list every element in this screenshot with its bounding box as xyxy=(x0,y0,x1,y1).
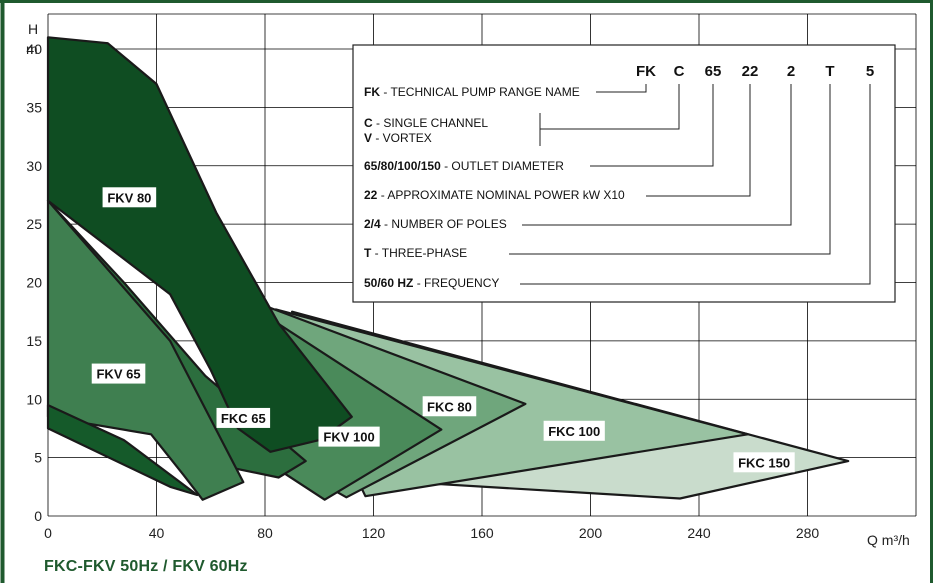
series-area-fkv-50hz-small xyxy=(46,404,199,497)
x-tick-label: 0 xyxy=(44,525,52,541)
code-letter: FK xyxy=(636,63,656,80)
series-label: FKC 150 xyxy=(738,455,790,470)
x-tick-label: 240 xyxy=(687,525,711,541)
code-letter: T xyxy=(825,63,834,80)
y-tick-label: 20 xyxy=(26,275,42,291)
y-axis-label-h: H xyxy=(28,21,38,37)
series-label-bg xyxy=(543,420,605,441)
x-tick-label: 80 xyxy=(257,525,273,541)
legend-connector xyxy=(522,84,792,226)
legend-connector-lines xyxy=(509,84,871,285)
x-tick-label: 160 xyxy=(470,525,494,541)
series-label-bg xyxy=(91,363,146,384)
legend-connector xyxy=(509,84,831,255)
x-axis-label: Q m³/h xyxy=(867,532,910,548)
legend-connector xyxy=(646,84,751,197)
code-legend-box: FK C 65 22 2 T 5 FK - TECHNICAL PUMP RANGE NAM… xyxy=(352,44,896,303)
series-label-bg xyxy=(318,426,380,447)
y-tick-label: 15 xyxy=(26,333,42,349)
series-label-bg xyxy=(422,396,477,417)
x-tick-label: 200 xyxy=(579,525,603,541)
y-tick-label: 0 xyxy=(34,508,42,524)
y-tick-label: 25 xyxy=(26,216,42,232)
code-letter: 5 xyxy=(866,63,874,80)
axis-ticks: 0 40 80 120 160 200 240 280 0 5 10 15 20 25 30 35 40 xyxy=(26,41,819,541)
legend-row: V - VORTEX xyxy=(364,131,432,145)
legend-connector xyxy=(590,84,714,167)
x-tick-label: 40 xyxy=(149,525,165,541)
y-tick-label: 40 xyxy=(26,41,42,57)
series-label: FKV 65 xyxy=(96,367,140,382)
legend-row: FK - TECHNICAL PUMP RANGE NAME xyxy=(364,85,580,99)
series-areas xyxy=(46,36,850,501)
legend-connector xyxy=(520,84,871,285)
legend-row: 50/60 HZ - FREQUENCY xyxy=(364,276,499,290)
series-label: FKC 80 xyxy=(427,399,472,414)
legend-connector xyxy=(596,84,647,93)
series-label: FKV 80 xyxy=(107,190,151,205)
series-label: FKV 100 xyxy=(323,430,374,445)
series-label: FKC 100 xyxy=(548,424,600,439)
y-axis-label-m: m xyxy=(26,41,38,57)
legend-row: 22 - APPROXIMATE NOMINAL POWER kW X10 xyxy=(364,188,625,202)
legend-row: 65/80/100/150 - OUTLET DIAMETER xyxy=(364,159,564,173)
frame-left-bar xyxy=(0,0,5,584)
series-label-bg xyxy=(102,187,157,208)
frame-top-bar xyxy=(0,0,933,3)
legend-row: 2/4 - NUMBER OF POLES xyxy=(364,217,507,231)
code-letter: 2 xyxy=(787,63,795,80)
y-tick-label: 5 xyxy=(34,450,42,466)
legend-row: C - SINGLE CHANNEL xyxy=(364,116,488,130)
code-letter: C xyxy=(674,63,685,80)
y-tick-label: 35 xyxy=(26,99,42,115)
code-letter: 22 xyxy=(742,63,759,80)
legend-connector xyxy=(540,84,680,130)
y-tick-label: 30 xyxy=(26,158,42,174)
legend-row: T - THREE-PHASE xyxy=(364,246,467,260)
legend-rows: FK - TECHNICAL PUMP RANGE NAME C - SINGLE… xyxy=(364,85,625,290)
legend-box-border xyxy=(352,44,896,303)
x-tick-label: 280 xyxy=(796,525,820,541)
frame-right-bar xyxy=(930,0,933,583)
chart-caption: FKC-FKV 50Hz / FKV 60Hz xyxy=(44,558,248,575)
x-tick-label: 120 xyxy=(362,525,386,541)
series-labels: FKC 150 FKC 100 FKC 80 FKV 100 FKC 65 FKV 65 F… xyxy=(91,187,795,473)
code-letters: FK C 65 22 2 T 5 xyxy=(636,63,874,80)
code-letter: 65 xyxy=(705,63,722,80)
series-label: FKC 65 xyxy=(221,411,266,426)
series-label-bg xyxy=(733,452,795,473)
series-label-bg xyxy=(216,407,271,428)
y-tick-label: 10 xyxy=(26,391,42,407)
